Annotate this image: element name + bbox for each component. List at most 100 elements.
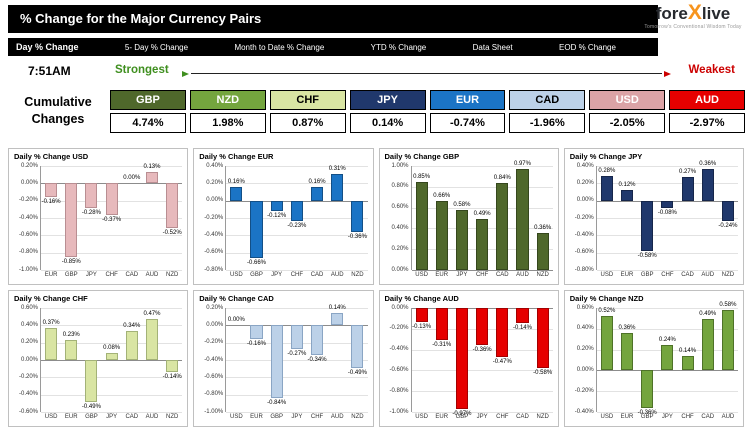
y-tick-label: -1.00%	[204, 408, 224, 415]
gridline	[411, 186, 553, 188]
y-tick-label: -0.20%	[204, 214, 224, 221]
bar	[701, 319, 714, 371]
y-tick-label: 0.00%	[391, 304, 409, 311]
y-tick-label: 0.40%	[20, 321, 38, 328]
chart-panel-cad: Daily % Change CAD 0.20% 0.00% -0.20% -0.40%…	[193, 290, 374, 427]
bar	[721, 310, 734, 371]
gridline	[226, 270, 368, 271]
chart-panel-aud: Daily % Change AUD 0.00% -0.20% -0.40% -0.60…	[378, 290, 559, 427]
x-category-label: EUR	[435, 272, 449, 278]
bar-value-label: -0.49%	[81, 404, 101, 411]
nav-item-data-sheet[interactable]: Data Sheet	[472, 42, 513, 52]
bar-value-label: -0.58%	[637, 252, 657, 259]
bar-value-label: 0.49%	[699, 311, 717, 318]
x-category-label: EUR	[620, 272, 634, 278]
y-tick-label: 0.00%	[391, 266, 409, 273]
nav-item-eod-change[interactable]: EOD % Change	[559, 42, 616, 52]
x-category-label: GBP	[640, 414, 654, 420]
x-category-label: CHF	[290, 272, 304, 278]
logo-text: foreXlive	[641, 2, 745, 24]
chart-plot: 0.00% -0.20% -0.40% -0.60% -0.80% -1.00% -0.13…	[389, 305, 553, 420]
gridline	[41, 308, 183, 309]
x-category-label: GBP	[250, 272, 263, 278]
nav-item-month-to-date-change[interactable]: Month to Date % Change	[234, 42, 325, 52]
logo-live: live	[701, 4, 731, 23]
bar-value-label: -0.13%	[412, 323, 432, 330]
bar-value-label: -0.23%	[287, 222, 307, 229]
gridline	[411, 391, 553, 393]
gridline	[411, 349, 553, 351]
x-category-label: CHF	[105, 272, 118, 278]
x-category-label: EUR	[435, 414, 449, 420]
bar-value-label: 0.31%	[328, 165, 346, 172]
y-tick-label: 0.80%	[391, 183, 409, 190]
bar-value-label: -0.31%	[432, 342, 452, 349]
gridline	[596, 270, 738, 271]
x-category-label: CHF	[496, 414, 509, 420]
nav-item-day-change[interactable]: Day % Change	[16, 42, 79, 52]
cumulative-header-aud: AUD	[669, 90, 745, 110]
x-category-label: NZD	[721, 272, 735, 278]
x-category-label: JPY	[291, 414, 303, 420]
x-category-label: CAD	[125, 414, 139, 420]
cumulative-value-cad: -1.96%	[509, 113, 586, 133]
x-category-label: AUD	[145, 414, 159, 420]
y-tick-label: 0.40%	[576, 162, 594, 169]
x-category-label: CHF	[681, 414, 694, 420]
gridline	[41, 325, 183, 327]
nav-item-5-day-change[interactable]: 5- Day % Change	[124, 42, 189, 52]
bar-value-label: -0.08%	[657, 209, 677, 216]
bar-value-label: 0.36%	[699, 161, 717, 168]
weakest-label: Weakest	[688, 64, 735, 76]
gridline	[596, 183, 738, 185]
titlebar: % Change for the Major Currency Pairs	[8, 5, 658, 33]
bar	[516, 169, 529, 270]
gridline	[41, 342, 183, 344]
strongest-arrow-icon	[182, 70, 189, 77]
chart-title: Daily % Change GBP	[384, 152, 460, 161]
bar	[331, 313, 344, 326]
strength-arrow	[182, 69, 671, 78]
y-tick-label: 0.20%	[206, 304, 224, 311]
chart-plot: 1.00% 0.80% 0.60% 0.40% 0.20% 0.00% 0.85% USD 0.…	[391, 161, 553, 278]
cumulative-label: Cumulative Changes	[8, 94, 108, 128]
x-category-label: AUD	[516, 272, 529, 278]
bar	[721, 200, 734, 222]
bar-value-label: -0.97%	[452, 410, 472, 417]
gridline	[226, 412, 368, 413]
y-tick-label: 0.00%	[20, 179, 38, 186]
gridline	[596, 391, 738, 393]
bar	[620, 332, 634, 371]
logo-tagline: Tomorrow's Conventional Wisdom Today	[644, 24, 742, 30]
cumulative-value-nzd: 1.98%	[189, 113, 266, 133]
x-category-label: AUD	[330, 414, 344, 420]
y-tick-label: -0.60%	[204, 249, 224, 256]
bar-value-label: 0.24%	[658, 337, 676, 344]
bar-value-label: 0.34%	[123, 322, 141, 329]
bar-value-label: -0.52%	[162, 230, 182, 237]
bar	[145, 172, 159, 184]
cumulative-header-chf: CHF	[269, 90, 346, 110]
chart-panel-nzd: Daily % Change NZD 0.60% 0.40% 0.20% 0.00% -0…	[563, 290, 744, 427]
y-tick-label: -0.80%	[204, 391, 224, 398]
gridline	[226, 308, 368, 309]
strongest-label: Strongest	[115, 64, 169, 76]
nav-item-ytd-change[interactable]: YTD % Change	[370, 42, 427, 52]
x-category-label: AUD	[721, 414, 735, 420]
bar-value-label: 0.97%	[513, 161, 531, 168]
bar	[681, 355, 694, 371]
cumulative-header-cad: CAD	[509, 90, 586, 110]
bar-value-label: -0.34%	[307, 356, 327, 363]
bar	[536, 232, 549, 270]
bar-value-label: -0.84%	[267, 400, 287, 407]
y-tick-label: -0.80%	[204, 266, 224, 273]
y-tick-label: 0.20%	[391, 245, 409, 252]
bar	[516, 308, 529, 323]
cumulative-header-usd: USD	[589, 90, 666, 110]
y-tick-label: -0.60%	[574, 249, 594, 256]
gridline	[411, 270, 553, 271]
bar	[476, 219, 489, 270]
x-category-label: USD	[415, 272, 428, 278]
chart-plot: 0.40% 0.20% 0.00% -0.20% -0.40% -0.60% -0.80% 0…	[204, 163, 368, 278]
bar	[145, 319, 159, 360]
